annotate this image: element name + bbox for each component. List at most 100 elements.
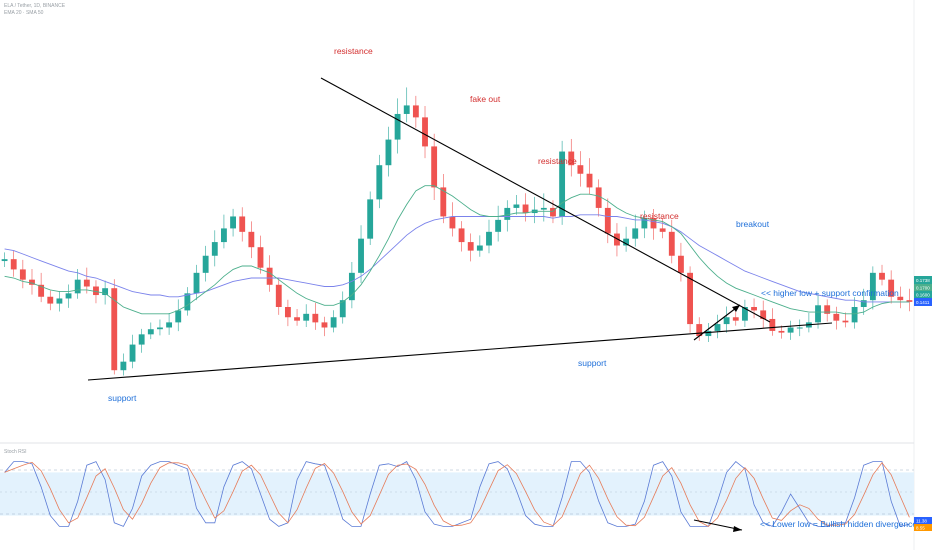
candle-body — [422, 117, 428, 147]
candle-body — [83, 279, 90, 287]
candle-body — [577, 165, 584, 174]
candle-body — [157, 327, 163, 330]
annotation-resistance-1: resistance — [334, 46, 373, 56]
candle-body — [760, 310, 767, 319]
candle-body — [778, 330, 785, 333]
candle-body — [476, 245, 483, 251]
candle-body — [193, 272, 200, 294]
candle-body — [321, 322, 328, 328]
candle-body — [614, 233, 620, 246]
candle-body — [586, 173, 593, 188]
ema20-line — [4, 185, 910, 315]
candle-body — [394, 113, 401, 140]
candle-body — [1, 259, 8, 262]
candle-body — [513, 204, 520, 208]
candle-body — [495, 219, 502, 232]
candle-body — [211, 242, 218, 256]
badge-price-mid-text: 0.1700 — [916, 286, 930, 291]
stoch-k-line — [4, 461, 910, 527]
descending-resistance-trendline[interactable] — [320, 77, 771, 323]
candle-body — [65, 293, 72, 299]
candle-body — [102, 288, 109, 296]
badge-stoch-orange-text: 8.55 — [916, 526, 925, 531]
annotation-support-2: support — [578, 358, 607, 368]
candle-body — [221, 228, 227, 243]
lower-low-arrowhead — [733, 526, 742, 532]
candle-body — [385, 139, 392, 166]
badge-price-green — [914, 276, 932, 284]
candle-body — [897, 296, 904, 301]
candle-body — [120, 361, 127, 371]
candle-body — [467, 242, 474, 251]
higher-low-arrowhead — [732, 305, 740, 312]
candle-body — [623, 238, 630, 246]
badge-stoch-blue-text: 11.38 — [916, 519, 927, 524]
candle-body — [659, 228, 666, 232]
candle-body — [449, 216, 456, 229]
annotation-fake-out: fake out — [470, 94, 501, 104]
candle-body — [879, 272, 885, 280]
candle-body — [184, 293, 191, 311]
symbol-title: ELA / Tether, 1D, BINANCE — [4, 3, 66, 9]
higher-low-arrow[interactable] — [693, 304, 741, 341]
candle-body — [833, 313, 840, 321]
badge-stoch-orange — [914, 524, 932, 531]
candle-body — [431, 146, 438, 188]
candle-body — [202, 255, 209, 273]
candle-body — [294, 317, 300, 321]
candle-body — [284, 307, 291, 318]
candle-body — [824, 305, 831, 314]
annotation-breakout: breakout — [736, 219, 770, 229]
annotation-support-1: support — [108, 393, 137, 403]
annotation-resistance-3: resistance — [640, 211, 679, 221]
candle-body — [129, 344, 136, 362]
candle-body — [175, 310, 182, 323]
candle-body — [29, 279, 35, 285]
candle-body — [751, 307, 757, 311]
candle-body — [239, 216, 246, 232]
candle-body — [906, 300, 913, 302]
candle-body — [723, 317, 730, 325]
candle-body — [540, 207, 547, 210]
badge-stoch-blue — [914, 517, 932, 524]
stoch-d-line — [4, 461, 910, 527]
candle-body — [668, 231, 675, 256]
indicator-legend: EMA 20 · SMA 50 — [4, 10, 44, 16]
candle-body — [714, 324, 721, 331]
candle-body — [230, 216, 236, 229]
badge-price-blue-text: 0.1411 — [916, 300, 930, 305]
sma50-line — [4, 214, 910, 303]
candle-body — [650, 218, 657, 229]
candle-body — [303, 313, 310, 321]
candle-body — [376, 165, 383, 200]
candle-body — [440, 187, 447, 217]
candle-body — [522, 204, 529, 214]
candle-body — [257, 247, 264, 268]
candle-body — [504, 207, 511, 220]
candle-body — [769, 318, 776, 331]
candle-body — [604, 207, 611, 234]
badge-price-low-text: 0.1600 — [916, 293, 930, 298]
candle-body — [38, 284, 45, 297]
candle-body — [166, 322, 173, 328]
annotation-lower-low: << Lower low = Bullish hidden divergence — [760, 519, 917, 529]
candle-body — [796, 327, 803, 329]
candle-body — [403, 105, 410, 114]
ascending-support-trendline[interactable] — [87, 322, 833, 381]
candle-body — [705, 330, 712, 337]
candle-body — [787, 327, 794, 333]
badge-price-green-text: 0.1738 — [916, 278, 930, 283]
candle-body — [248, 231, 255, 248]
candle-body — [367, 199, 374, 239]
candle-body — [266, 267, 273, 285]
candle-body — [632, 228, 639, 239]
candle-body — [74, 279, 81, 294]
candle-body — [842, 320, 849, 323]
candle-body — [815, 305, 821, 323]
candle-body — [147, 329, 154, 335]
stoch-legend: Stoch RSI — [4, 449, 27, 455]
candle-body — [641, 218, 648, 229]
candle-body — [47, 296, 54, 304]
